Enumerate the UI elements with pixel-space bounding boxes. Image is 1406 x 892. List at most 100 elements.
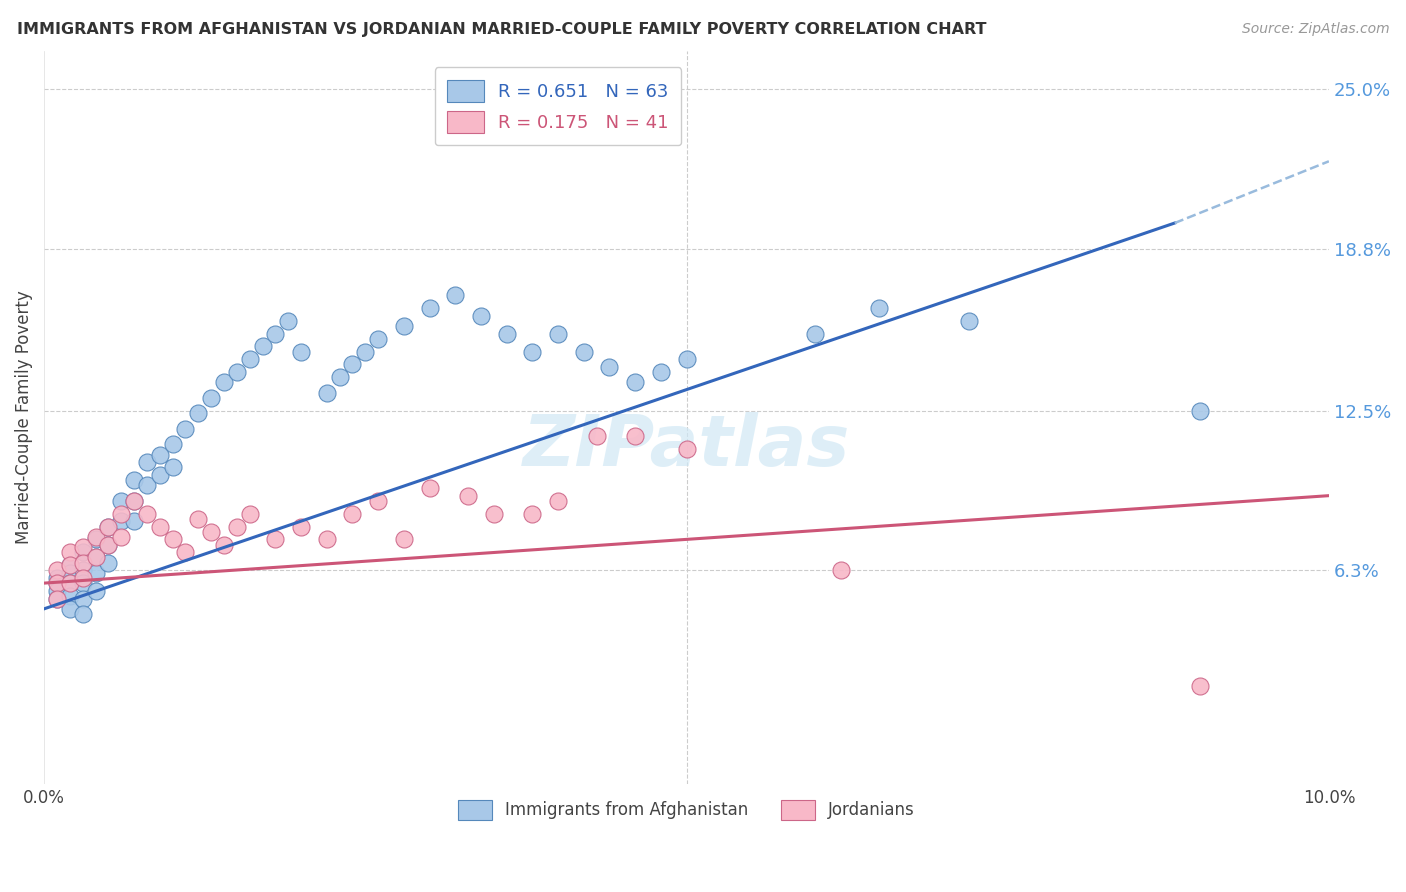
- Point: [84, 530, 107, 544]
- Point: [367, 332, 389, 346]
- Point: [174, 545, 197, 559]
- Point: [97, 556, 120, 570]
- Point: [624, 376, 647, 390]
- Text: ZIPatlas: ZIPatlas: [523, 412, 851, 481]
- Point: [277, 314, 299, 328]
- Point: [72, 607, 94, 621]
- Y-axis label: Married-Couple Family Poverty: Married-Couple Family Poverty: [15, 290, 32, 544]
- Point: [419, 301, 441, 315]
- Point: [315, 533, 337, 547]
- Point: [110, 507, 132, 521]
- Point: [212, 537, 235, 551]
- Point: [547, 493, 569, 508]
- Point: [522, 344, 544, 359]
- Point: [419, 481, 441, 495]
- Point: [830, 563, 852, 577]
- Point: [290, 344, 312, 359]
- Point: [482, 507, 505, 521]
- Legend: Immigrants from Afghanistan, Jordanians: Immigrants from Afghanistan, Jordanians: [451, 793, 921, 827]
- Point: [315, 385, 337, 400]
- Point: [59, 589, 82, 603]
- Point: [868, 301, 890, 315]
- Point: [84, 583, 107, 598]
- Point: [46, 583, 69, 598]
- Point: [547, 326, 569, 341]
- Point: [174, 422, 197, 436]
- Point: [264, 533, 287, 547]
- Point: [46, 563, 69, 577]
- Point: [149, 468, 172, 483]
- Point: [72, 563, 94, 577]
- Point: [46, 591, 69, 606]
- Point: [97, 537, 120, 551]
- Point: [329, 370, 352, 384]
- Point: [59, 558, 82, 573]
- Point: [97, 537, 120, 551]
- Point: [225, 519, 247, 533]
- Point: [72, 591, 94, 606]
- Point: [122, 493, 145, 508]
- Point: [72, 556, 94, 570]
- Point: [290, 519, 312, 533]
- Point: [675, 442, 697, 457]
- Point: [1189, 679, 1212, 693]
- Point: [225, 365, 247, 379]
- Point: [84, 550, 107, 565]
- Point: [252, 339, 274, 353]
- Point: [495, 326, 517, 341]
- Point: [624, 429, 647, 443]
- Point: [59, 545, 82, 559]
- Point: [957, 314, 980, 328]
- Point: [46, 571, 69, 585]
- Point: [110, 530, 132, 544]
- Point: [598, 359, 620, 374]
- Point: [187, 512, 209, 526]
- Point: [200, 391, 222, 405]
- Text: Source: ZipAtlas.com: Source: ZipAtlas.com: [1241, 22, 1389, 37]
- Text: IMMIGRANTS FROM AFGHANISTAN VS JORDANIAN MARRIED-COUPLE FAMILY POVERTY CORRELATI: IMMIGRANTS FROM AFGHANISTAN VS JORDANIAN…: [17, 22, 987, 37]
- Point: [162, 437, 184, 451]
- Point: [804, 326, 827, 341]
- Point: [342, 507, 364, 521]
- Point: [72, 576, 94, 591]
- Point: [122, 515, 145, 529]
- Point: [122, 493, 145, 508]
- Point: [522, 507, 544, 521]
- Point: [59, 576, 82, 591]
- Point: [354, 344, 377, 359]
- Point: [122, 473, 145, 487]
- Point: [650, 365, 672, 379]
- Point: [162, 533, 184, 547]
- Point: [149, 519, 172, 533]
- Point: [457, 489, 479, 503]
- Point: [97, 519, 120, 533]
- Point: [239, 352, 262, 367]
- Point: [572, 344, 595, 359]
- Point: [367, 493, 389, 508]
- Point: [135, 478, 157, 492]
- Point: [675, 352, 697, 367]
- Point: [110, 493, 132, 508]
- Point: [46, 576, 69, 591]
- Point: [470, 309, 492, 323]
- Point: [84, 550, 107, 565]
- Point: [135, 507, 157, 521]
- Point: [342, 358, 364, 372]
- Point: [110, 515, 132, 529]
- Point: [200, 524, 222, 539]
- Point: [392, 533, 415, 547]
- Point: [97, 519, 120, 533]
- Point: [149, 448, 172, 462]
- Point: [162, 460, 184, 475]
- Point: [59, 576, 82, 591]
- Point: [59, 566, 82, 580]
- Point: [187, 406, 209, 420]
- Point: [1189, 404, 1212, 418]
- Point: [212, 376, 235, 390]
- Point: [135, 455, 157, 469]
- Point: [72, 571, 94, 585]
- Point: [72, 545, 94, 559]
- Point: [239, 507, 262, 521]
- Point: [585, 429, 607, 443]
- Point: [84, 566, 107, 580]
